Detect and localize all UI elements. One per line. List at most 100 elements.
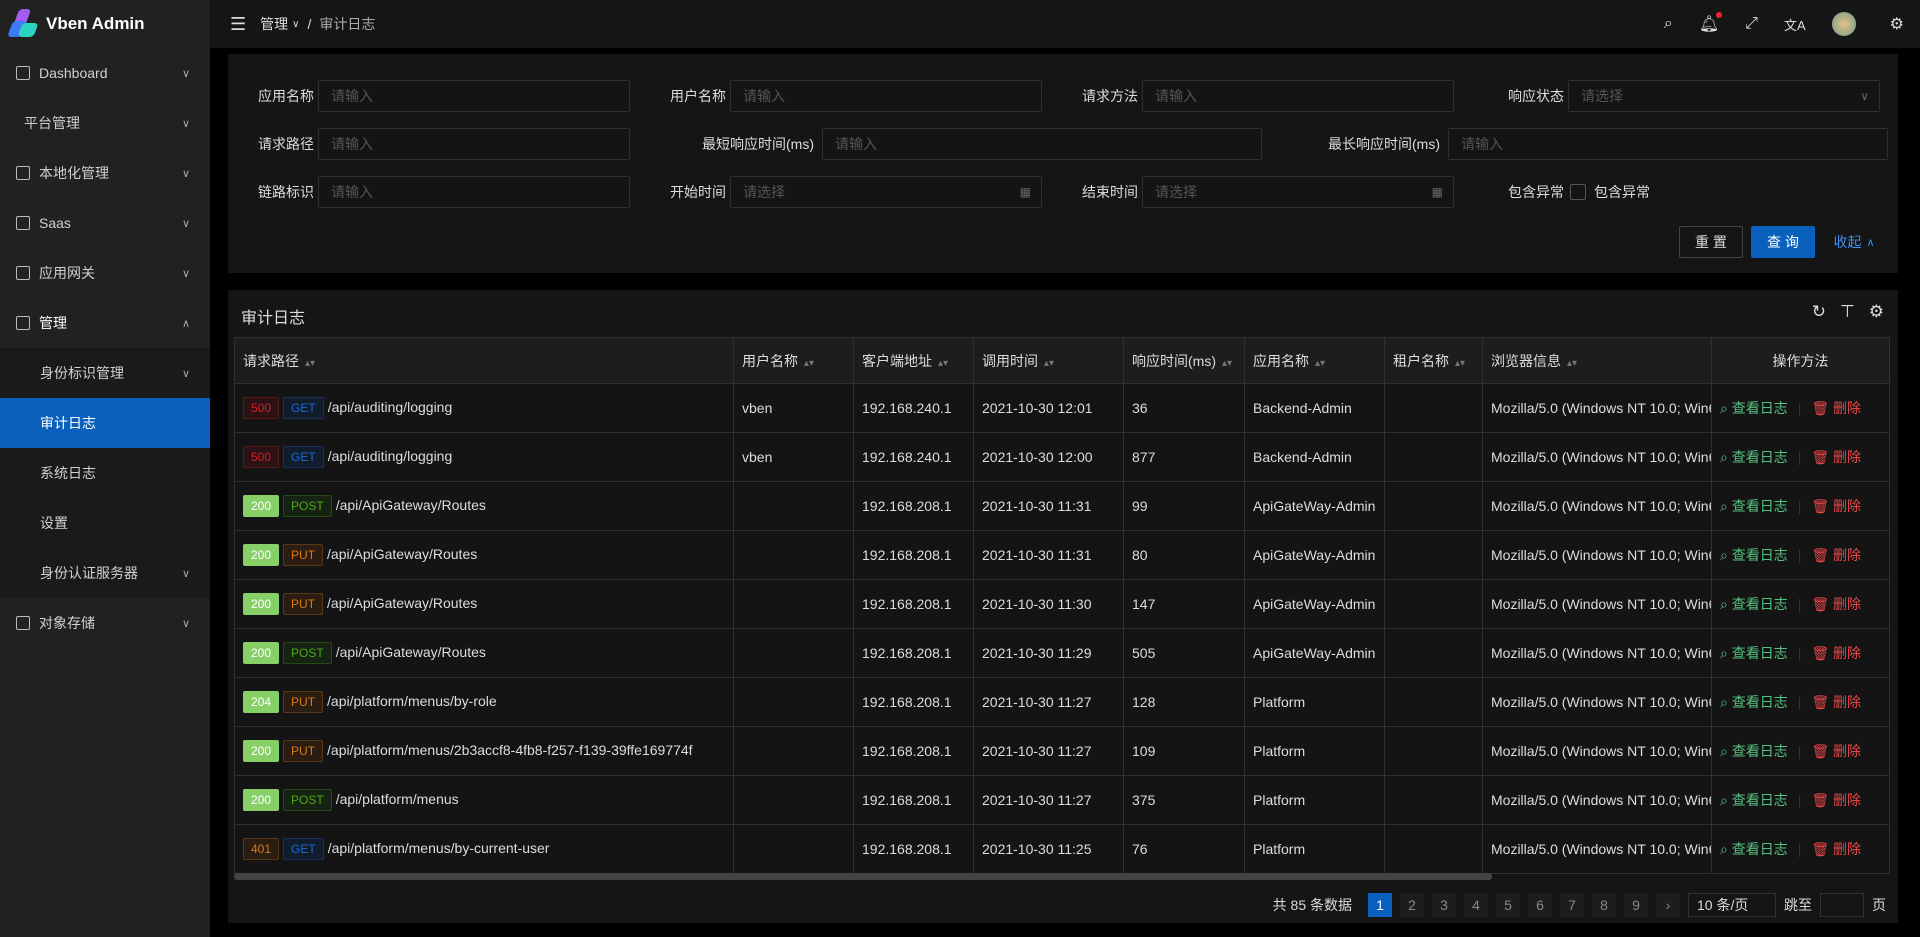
sidebar-item-5[interactable]: 管理 ∧ bbox=[0, 298, 210, 348]
sidebar-item-8[interactable]: 系统日志 bbox=[0, 448, 210, 498]
view-log-button[interactable]: ⌕ 查看日志 bbox=[1720, 398, 1788, 418]
page-button-1[interactable]: 1 bbox=[1368, 893, 1392, 917]
start-time-picker[interactable]: 请选择 ▦ bbox=[730, 176, 1042, 208]
delete-button[interactable]: 🗑︎ 删除 bbox=[1811, 447, 1861, 467]
search-icon: ⌕ bbox=[1720, 498, 1732, 514]
jump-page-input[interactable] bbox=[1820, 893, 1864, 917]
delete-button[interactable]: 🗑︎ 删除 bbox=[1811, 692, 1861, 712]
page-button-2[interactable]: 2 bbox=[1400, 893, 1424, 917]
view-log-button[interactable]: ⌕ 查看日志 bbox=[1720, 692, 1788, 712]
method-input[interactable]: 请输入 bbox=[1142, 80, 1454, 112]
sort-icon[interactable]: ▴▾ bbox=[305, 357, 316, 369]
user-name-input[interactable]: 请输入 bbox=[730, 80, 1042, 112]
cell-user bbox=[733, 775, 854, 825]
delete-button[interactable]: 🗑︎ 删除 bbox=[1811, 790, 1861, 810]
page-button-9[interactable]: 9 bbox=[1624, 893, 1648, 917]
view-log-button[interactable]: ⌕ 查看日志 bbox=[1720, 790, 1788, 810]
column-height-icon[interactable]: ⊤ bbox=[1839, 302, 1855, 321]
column-settings-icon[interactable]: ⚙ bbox=[1868, 302, 1884, 321]
page-button-4[interactable]: 4 bbox=[1464, 893, 1488, 917]
url-input[interactable]: 请输入 bbox=[318, 128, 630, 160]
column-header[interactable]: 操作方法 bbox=[1711, 337, 1890, 384]
view-log-button[interactable]: ⌕ 查看日志 bbox=[1720, 594, 1788, 614]
sort-icon[interactable]: ▴▾ bbox=[1222, 357, 1233, 369]
view-log-button[interactable]: ⌕ 查看日志 bbox=[1720, 741, 1788, 761]
fullscreen-icon[interactable]: ⤢ bbox=[1745, 15, 1758, 32]
sidebar-item-7[interactable]: 审计日志 bbox=[0, 398, 210, 448]
app-name-input[interactable]: 请输入 bbox=[318, 80, 630, 112]
column-header[interactable]: 客户端地址 ▴▾ bbox=[853, 337, 974, 384]
sort-icon[interactable]: ▴▾ bbox=[1567, 357, 1578, 369]
sort-icon[interactable]: ▴▾ bbox=[938, 357, 949, 369]
top-header: ☰ 管理 ∨ / 审计日志 ⌕ 🔔︎ ⤢ 文A ⚙ bbox=[210, 0, 1920, 48]
breadcrumb-item-manage[interactable]: 管理 bbox=[260, 16, 289, 32]
sidebar-item-0[interactable]: Dashboard ∨ bbox=[0, 48, 210, 98]
manage-icon bbox=[16, 316, 30, 330]
column-header[interactable]: 浏览器信息 ▴▾ bbox=[1482, 337, 1712, 384]
min-time-input[interactable]: 请输入 bbox=[822, 128, 1262, 160]
search-button[interactable]: 查 询 bbox=[1751, 226, 1815, 258]
view-log-button[interactable]: ⌕ 查看日志 bbox=[1720, 447, 1788, 467]
column-header[interactable]: 租户名称 ▴▾ bbox=[1384, 337, 1483, 384]
delete-button[interactable]: 🗑︎ 删除 bbox=[1811, 398, 1861, 418]
avatar[interactable] bbox=[1831, 12, 1856, 36]
view-log-button[interactable]: ⌕ 查看日志 bbox=[1720, 545, 1788, 565]
column-header[interactable]: 调用时间 ▴▾ bbox=[973, 337, 1124, 384]
page-button-8[interactable]: 8 bbox=[1592, 893, 1616, 917]
delete-button[interactable]: 🗑︎ 删除 bbox=[1811, 741, 1861, 761]
collapse-button[interactable]: 收起 ∧ bbox=[1824, 226, 1884, 258]
has-exception-checkbox-label[interactable]: 包含异常 bbox=[1594, 184, 1650, 200]
end-time-picker[interactable]: 请选择 ▦ bbox=[1142, 176, 1454, 208]
table-row: 200 POST/api/platform/menus 192.168.208.1… bbox=[234, 775, 1890, 825]
view-log-label: 查看日志 bbox=[1731, 743, 1788, 759]
has-exception-checkbox[interactable] bbox=[1570, 184, 1586, 200]
sidebar-item-3[interactable]: Saas ∨ bbox=[0, 198, 210, 248]
view-log-button[interactable]: ⌕ 查看日志 bbox=[1720, 839, 1788, 859]
notification-bell-icon[interactable]: 🔔︎ bbox=[1698, 12, 1723, 33]
column-header-label: 响应时间(ms) bbox=[1132, 352, 1216, 369]
column-header[interactable]: 响应时间(ms) ▴▾ bbox=[1123, 337, 1245, 384]
sidebar-item-4[interactable]: 应用网关 ∨ bbox=[0, 248, 210, 298]
sort-icon[interactable]: ▴▾ bbox=[804, 357, 815, 369]
delete-button[interactable]: 🗑︎ 删除 bbox=[1811, 643, 1861, 663]
menu-fold-icon[interactable]: ☰ bbox=[230, 13, 247, 34]
app-logo[interactable]: Vben Admin bbox=[0, 0, 210, 48]
gear-icon[interactable]: ⚙ bbox=[1889, 16, 1904, 33]
max-time-input[interactable]: 请输入 bbox=[1448, 128, 1888, 160]
page-button-7[interactable]: 7 bbox=[1560, 893, 1584, 917]
status-select[interactable]: 请选择 ∨ bbox=[1568, 80, 1880, 112]
view-log-button[interactable]: ⌕ 查看日志 bbox=[1720, 496, 1788, 516]
chevron-down-icon[interactable]: ∨ bbox=[292, 18, 300, 30]
page-button-5[interactable]: 5 bbox=[1496, 893, 1520, 917]
correlation-input[interactable]: 请输入 bbox=[318, 176, 630, 208]
sidebar-item-6[interactable]: 身份标识管理 ∨ bbox=[0, 348, 210, 398]
delete-button[interactable]: 🗑︎ 删除 bbox=[1811, 594, 1861, 614]
sort-icon[interactable]: ▴▾ bbox=[1044, 357, 1055, 369]
refresh-icon[interactable]: ↻ bbox=[1811, 302, 1826, 321]
search-icon[interactable]: ⌕ bbox=[1663, 15, 1673, 32]
page-button-3[interactable]: 3 bbox=[1432, 893, 1456, 917]
sort-icon[interactable]: ▴▾ bbox=[1315, 357, 1326, 369]
column-header[interactable]: 应用名称 ▴▾ bbox=[1244, 337, 1385, 384]
sort-icon[interactable]: ▴▾ bbox=[1455, 357, 1466, 369]
sidebar-item-11[interactable]: 对象存储 ∨ bbox=[0, 598, 210, 648]
sidebar-item-10[interactable]: 身份认证服务器 ∨ bbox=[0, 548, 210, 598]
cell-app: ApiGateWay-Admin bbox=[1244, 628, 1385, 678]
page-size-value: 10 条/页 bbox=[1697, 897, 1749, 913]
view-log-button[interactable]: ⌕ 查看日志 bbox=[1720, 643, 1788, 663]
delete-button[interactable]: 🗑︎ 删除 bbox=[1811, 839, 1861, 859]
delete-button[interactable]: 🗑︎ 删除 bbox=[1811, 545, 1861, 565]
delete-button[interactable]: 🗑︎ 删除 bbox=[1811, 496, 1861, 516]
next-page-button[interactable]: › bbox=[1656, 893, 1680, 917]
horizontal-scrollbar[interactable] bbox=[234, 873, 1492, 880]
column-header[interactable]: 用户名称 ▴▾ bbox=[733, 337, 854, 384]
page-button-6[interactable]: 6 bbox=[1528, 893, 1552, 917]
status-code-tag: 500 bbox=[243, 446, 280, 468]
sidebar-item-2[interactable]: 本地化管理 ∨ bbox=[0, 148, 210, 198]
page-size-select[interactable]: 10 条/页 bbox=[1688, 893, 1776, 917]
sidebar-item-1[interactable]: 平台管理 ∨ bbox=[0, 98, 210, 148]
sidebar-item-9[interactable]: 设置 bbox=[0, 498, 210, 548]
column-header[interactable]: 请求路径 ▴▾ bbox=[234, 337, 734, 384]
reset-button[interactable]: 重 置 bbox=[1679, 226, 1743, 258]
language-icon[interactable]: 文A bbox=[1783, 17, 1806, 33]
